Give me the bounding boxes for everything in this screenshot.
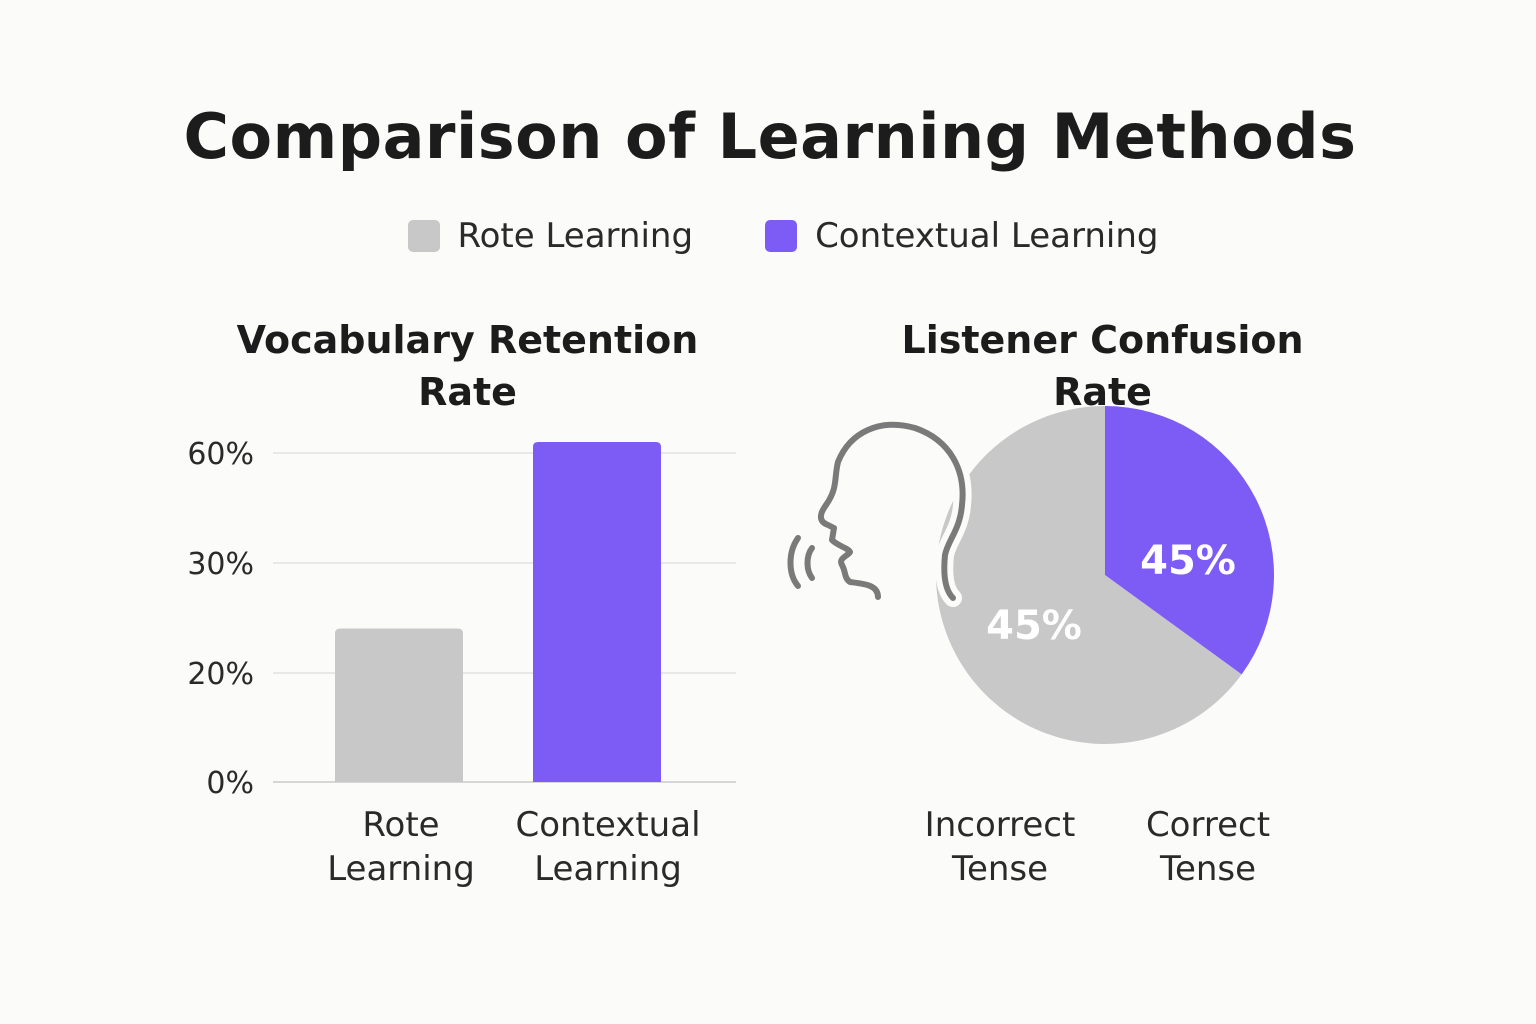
y-tick-label: 60%	[187, 437, 254, 472]
y-tick-label: 20%	[187, 657, 254, 692]
pie-category-label: Correct	[1146, 805, 1270, 845]
bar	[335, 628, 463, 782]
pie-slice	[936, 406, 1242, 744]
bar-chart-title: Vocabulary Retention Rate	[236, 318, 699, 414]
legend-label-rote: Rote Learning	[457, 216, 694, 256]
speaking-head-icon	[787, 415, 972, 607]
chart-title: Comparison of Learning Methods	[183, 100, 1357, 173]
bar	[533, 442, 661, 782]
pie-category-label: Tense	[951, 849, 1048, 889]
pie-chart-title: Listener Confusion Rate	[901, 318, 1304, 414]
x-category-label: Learning	[534, 849, 682, 889]
pie-data-label: 45%	[1140, 538, 1236, 584]
legend-label-contextual: Contextual Learning	[815, 216, 1159, 256]
pie-data-label: 45%	[986, 603, 1082, 649]
legend-item-contextual: Contextual Learning	[765, 216, 1159, 256]
legend-swatch-rote	[407, 220, 440, 252]
y-tick-label: 30%	[187, 547, 254, 582]
x-category-label: Rote	[362, 805, 439, 845]
pie-category-label: Tense	[1159, 849, 1256, 889]
legend-item-rote: Rote Learning	[407, 216, 694, 256]
pie-slice	[1105, 406, 1274, 675]
legend-swatch-contextual	[765, 220, 798, 252]
x-category-label: Contextual	[515, 805, 700, 845]
x-category-label: Learning	[327, 849, 475, 889]
y-tick-label: 0%	[206, 766, 254, 801]
legend: Rote Learning Contextual Learning	[0, 216, 1536, 256]
pie-category-label: Incorrect	[925, 805, 1076, 845]
bar-chart: 60%30%20%0%RoteLearningContextualLearnin…	[187, 437, 736, 889]
